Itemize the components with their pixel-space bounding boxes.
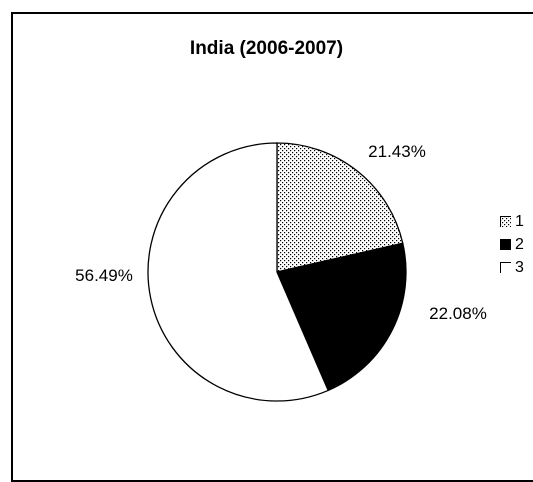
- legend-swatch-1: [500, 216, 511, 227]
- legend-label-1: 1: [515, 212, 524, 230]
- legend: 1 2 3: [500, 210, 524, 279]
- pie-slice-3: [147, 142, 330, 402]
- legend-item-2: 2: [500, 233, 524, 256]
- legend-item-3: 3: [500, 256, 524, 279]
- legend-swatch-2: [500, 239, 511, 250]
- slice-label-2: 22.08%: [429, 304, 487, 323]
- pie-slice-1: [276, 142, 404, 273]
- legend-swatch-3: [500, 262, 511, 273]
- pie-slice-2: [276, 242, 407, 392]
- legend-label-2: 2: [515, 235, 524, 253]
- pie-chart: 21.43% 22.08% 56.49%: [75, 142, 487, 402]
- legend-item-1: 1: [500, 210, 524, 233]
- slice-label-1: 21.43%: [368, 142, 426, 161]
- legend-label-3: 3: [515, 258, 524, 276]
- slice-label-3: 56.49%: [75, 266, 133, 285]
- chart-title: India (2006-2007): [189, 38, 344, 59]
